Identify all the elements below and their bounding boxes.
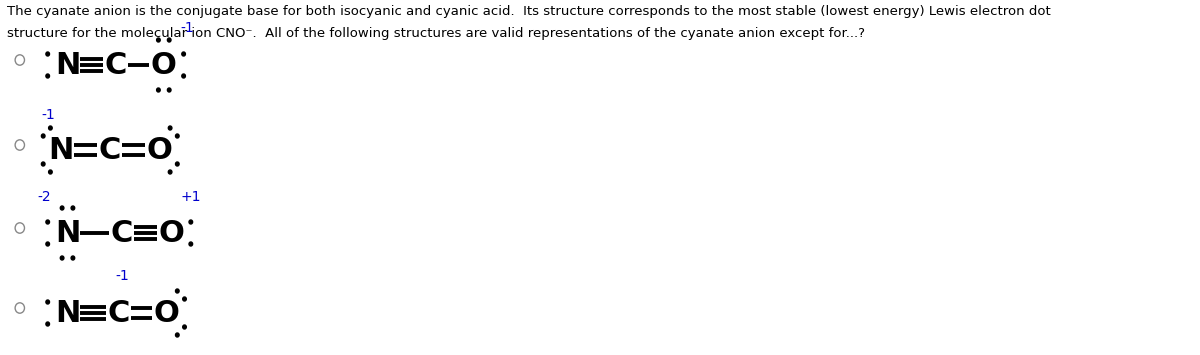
Circle shape — [190, 220, 193, 224]
Text: structure for the molecular ion CNO⁻.  All of the following structures are valid: structure for the molecular ion CNO⁻. Al… — [7, 27, 865, 40]
Text: C: C — [104, 50, 126, 80]
Circle shape — [42, 162, 46, 166]
Circle shape — [182, 325, 186, 329]
Circle shape — [46, 300, 49, 304]
Circle shape — [157, 88, 161, 92]
Circle shape — [168, 38, 172, 42]
Circle shape — [46, 220, 49, 224]
Text: C: C — [108, 299, 130, 328]
Circle shape — [42, 134, 46, 138]
Circle shape — [182, 297, 186, 301]
Text: O: O — [151, 50, 176, 80]
Circle shape — [168, 88, 172, 92]
Circle shape — [71, 256, 74, 260]
Text: +1: +1 — [180, 190, 200, 204]
Circle shape — [157, 38, 161, 42]
Circle shape — [46, 322, 49, 326]
Circle shape — [182, 52, 186, 56]
Circle shape — [168, 170, 172, 174]
Text: The cyanate anion is the conjugate base for both isocyanic and cyanic acid.  Its: The cyanate anion is the conjugate base … — [7, 5, 1051, 18]
Text: -1: -1 — [180, 21, 193, 35]
Circle shape — [60, 206, 64, 210]
Circle shape — [168, 126, 172, 130]
Circle shape — [60, 256, 64, 260]
Text: O: O — [154, 299, 180, 328]
Text: C: C — [98, 136, 121, 164]
Circle shape — [175, 162, 179, 166]
Text: -1: -1 — [115, 269, 128, 283]
Circle shape — [49, 126, 53, 130]
Circle shape — [49, 170, 53, 174]
Circle shape — [46, 74, 49, 78]
Circle shape — [46, 242, 49, 246]
Text: O: O — [158, 218, 184, 247]
Text: -1: -1 — [42, 108, 55, 122]
Circle shape — [182, 74, 186, 78]
Text: N: N — [55, 218, 80, 247]
Text: N: N — [48, 136, 74, 164]
Circle shape — [175, 333, 179, 337]
Circle shape — [46, 52, 49, 56]
Circle shape — [175, 134, 179, 138]
Circle shape — [190, 242, 193, 246]
Text: -2: -2 — [37, 190, 50, 204]
Text: N: N — [55, 299, 80, 328]
Text: N: N — [55, 50, 80, 80]
Text: O: O — [146, 136, 173, 164]
Circle shape — [175, 289, 179, 293]
Circle shape — [71, 206, 74, 210]
Text: C: C — [110, 218, 133, 247]
